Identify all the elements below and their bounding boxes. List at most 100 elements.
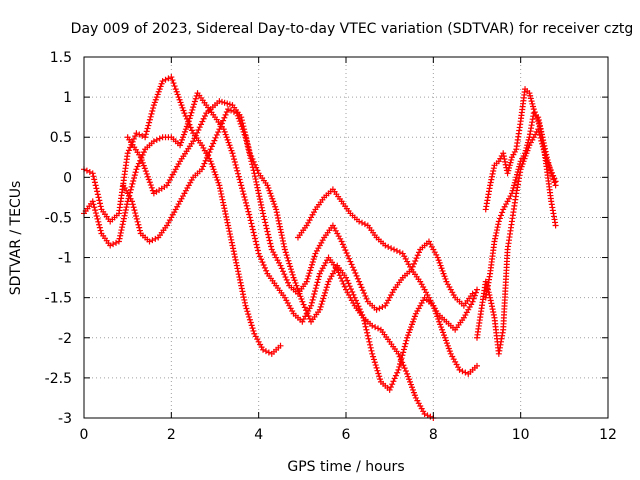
data-point bbox=[179, 104, 186, 111]
data-point bbox=[308, 299, 315, 306]
data-point bbox=[518, 163, 525, 170]
data-point bbox=[262, 219, 269, 226]
data-point bbox=[472, 289, 479, 296]
data-point bbox=[162, 76, 169, 83]
data-point bbox=[220, 202, 227, 209]
data-point bbox=[122, 206, 129, 213]
data-point bbox=[265, 231, 272, 238]
data-point bbox=[159, 78, 166, 85]
data-point bbox=[409, 386, 416, 393]
data-point bbox=[227, 233, 234, 240]
x-axis-label: GPS time / hours bbox=[287, 459, 404, 475]
data-point bbox=[373, 364, 380, 371]
data-point bbox=[354, 275, 361, 282]
data-point bbox=[366, 338, 373, 345]
data-point bbox=[442, 275, 449, 282]
data-point bbox=[411, 313, 418, 320]
data-point bbox=[436, 259, 443, 266]
data-point bbox=[171, 83, 178, 90]
data-point bbox=[250, 158, 257, 165]
data-point bbox=[495, 221, 502, 228]
data-point bbox=[141, 165, 148, 172]
data-point bbox=[248, 153, 255, 160]
data-point bbox=[356, 218, 363, 225]
data-point bbox=[175, 94, 182, 101]
data-point bbox=[251, 161, 258, 168]
data-point bbox=[379, 304, 386, 311]
data-point bbox=[338, 238, 345, 245]
data-point bbox=[265, 234, 272, 241]
data-point bbox=[154, 91, 161, 98]
y-tick-label: -0.5 bbox=[45, 210, 72, 226]
data-point bbox=[401, 365, 408, 372]
series-track-8 bbox=[474, 126, 559, 357]
data-series bbox=[81, 74, 559, 421]
data-point bbox=[529, 100, 536, 107]
data-point bbox=[266, 187, 273, 194]
x-tick-label: 4 bbox=[254, 427, 263, 443]
data-point bbox=[280, 240, 287, 247]
data-point bbox=[210, 166, 217, 173]
data-point bbox=[94, 191, 101, 198]
data-point bbox=[142, 134, 149, 141]
data-point bbox=[258, 256, 265, 263]
data-point bbox=[357, 308, 364, 315]
data-point bbox=[261, 216, 268, 223]
data-point bbox=[150, 105, 157, 112]
data-point bbox=[242, 302, 249, 309]
data-point bbox=[406, 376, 413, 383]
data-point bbox=[115, 238, 122, 245]
data-point bbox=[146, 179, 153, 186]
data-point bbox=[278, 265, 285, 272]
data-point bbox=[91, 179, 98, 186]
data-point bbox=[228, 147, 235, 154]
data-point bbox=[485, 289, 492, 296]
data-point bbox=[443, 340, 450, 347]
data-point bbox=[303, 307, 310, 314]
data-point bbox=[89, 198, 96, 205]
data-point bbox=[234, 265, 241, 272]
data-point bbox=[408, 321, 415, 328]
data-point bbox=[91, 204, 98, 211]
data-point bbox=[410, 260, 417, 267]
data-point bbox=[245, 144, 252, 151]
data-point bbox=[208, 143, 215, 150]
data-point bbox=[217, 123, 224, 130]
data-point bbox=[148, 110, 155, 117]
data-point bbox=[177, 99, 184, 106]
data-point bbox=[203, 154, 210, 161]
data-point bbox=[129, 180, 136, 187]
data-point bbox=[238, 285, 245, 292]
data-point bbox=[198, 121, 205, 128]
data-point bbox=[312, 285, 319, 292]
data-point bbox=[388, 245, 395, 252]
data-point bbox=[346, 255, 353, 262]
data-point bbox=[525, 144, 532, 151]
data-point bbox=[521, 155, 528, 162]
data-point bbox=[96, 221, 103, 228]
data-point bbox=[238, 282, 245, 289]
data-point bbox=[490, 168, 497, 175]
data-point bbox=[356, 278, 363, 285]
data-point bbox=[223, 213, 230, 220]
data-point bbox=[177, 142, 184, 149]
data-point bbox=[294, 285, 301, 292]
y-tick-label: -3 bbox=[58, 411, 72, 427]
x-tick-label: 12 bbox=[599, 427, 617, 443]
data-point bbox=[120, 218, 127, 225]
data-point bbox=[226, 228, 233, 235]
data-point bbox=[186, 115, 193, 122]
data-point bbox=[264, 182, 271, 189]
data-point bbox=[319, 298, 326, 305]
data-point bbox=[252, 235, 259, 242]
data-point bbox=[189, 106, 196, 113]
data-point bbox=[413, 255, 420, 262]
data-point bbox=[117, 229, 124, 236]
data-point bbox=[213, 174, 220, 181]
data-point bbox=[277, 262, 284, 269]
data-point bbox=[142, 131, 149, 138]
data-point bbox=[372, 362, 379, 369]
data-point bbox=[409, 263, 416, 270]
data-point bbox=[196, 124, 203, 131]
data-point bbox=[543, 158, 550, 165]
